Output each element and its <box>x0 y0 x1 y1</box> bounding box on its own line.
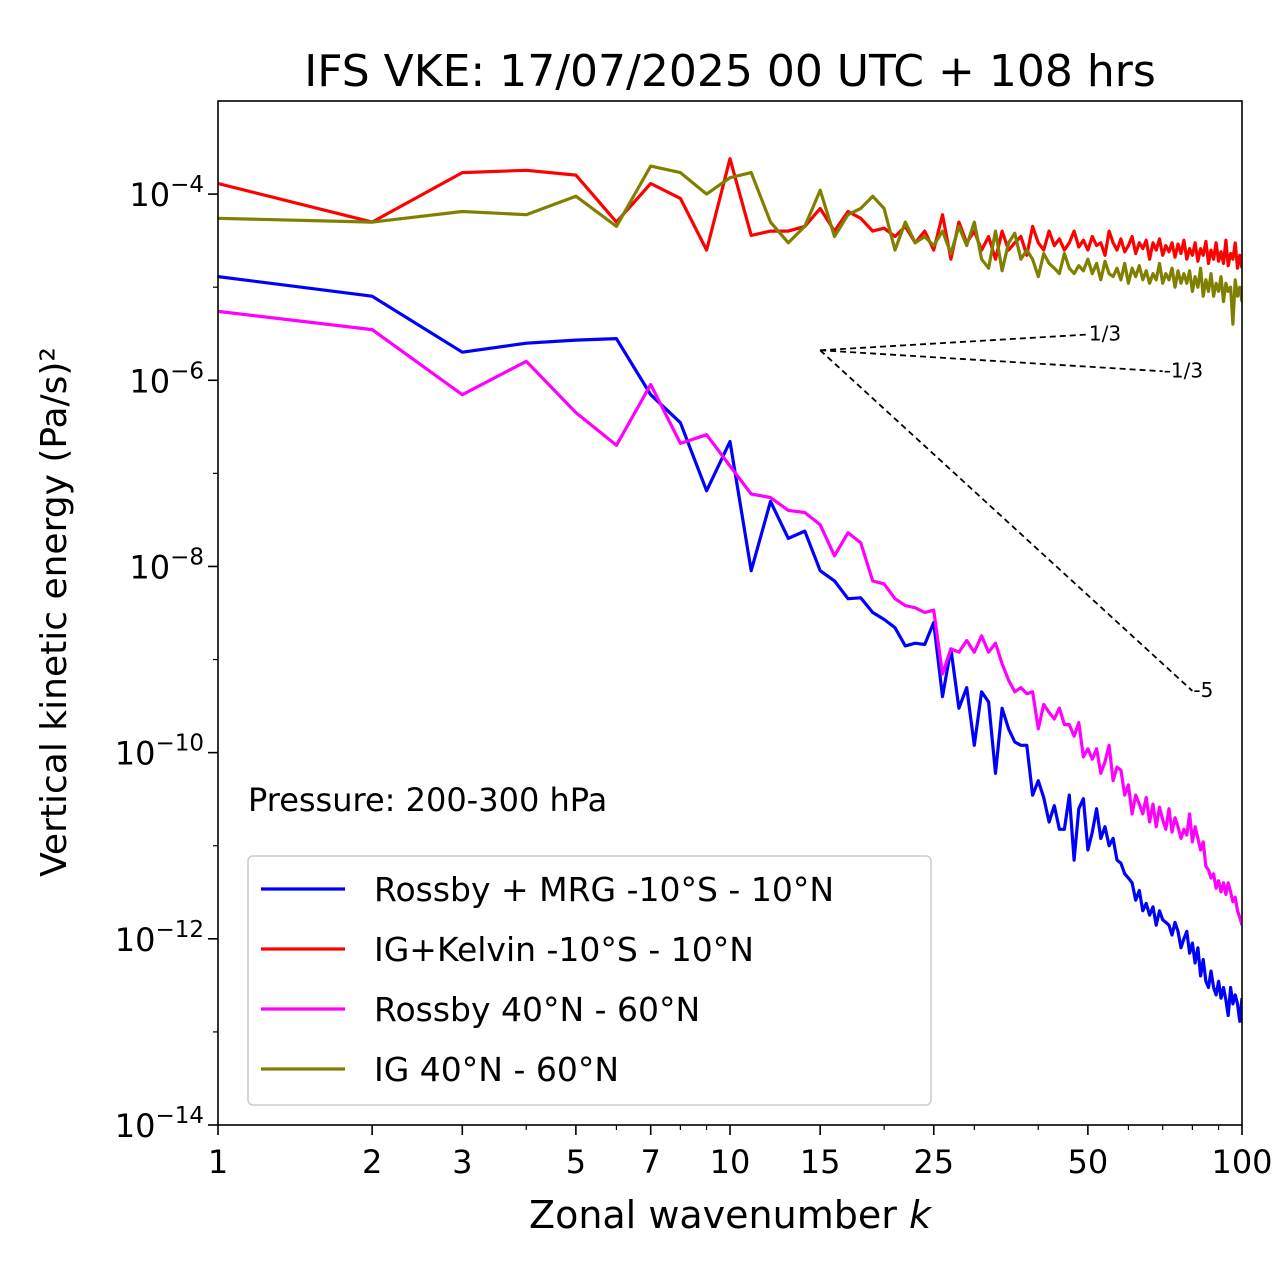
reference-label-2: -1/3 <box>1164 358 1203 382</box>
legend-label-3: Rossby 40°N - 60°N <box>374 990 700 1029</box>
reference-line-2 <box>820 349 1163 373</box>
legend-frame <box>247 855 932 1106</box>
series-line-3 <box>218 309 1242 926</box>
x-tick-label: 5 <box>566 1143 586 1181</box>
x-axis-label-text: Zonal wavenumber <box>529 1193 897 1237</box>
y-tick-label: 10−8 <box>129 544 204 586</box>
x-axis-label: Zonal wavenumber k <box>529 1193 933 1237</box>
y-tick-label: 10−12 <box>115 917 204 959</box>
x-tick-label: 15 <box>800 1143 841 1181</box>
y-tick-label: 10−6 <box>129 358 204 400</box>
plot-area: 1/3 -1/3 -5 1 2 3 5 7 10 15 25 50 100 10−14 10−12 10−10… <box>115 100 1273 1181</box>
legend-label-1: Rossby + MRG -10°S - 10°N <box>374 870 834 909</box>
y-tick-label: 10−14 <box>115 1103 204 1145</box>
reference-line-3 <box>819 349 1193 692</box>
legend-label-4: IG 40°N - 60°N <box>374 1050 619 1089</box>
x-tick-label: 10 <box>710 1143 751 1181</box>
x-tick-label: 3 <box>452 1143 472 1181</box>
x-tick-label: 7 <box>641 1143 661 1181</box>
x-axis-label-italic: k <box>909 1193 933 1237</box>
x-tick-label: 25 <box>913 1143 954 1181</box>
y-tick-label: 10−4 <box>129 172 204 214</box>
x-tick-label: 50 <box>1068 1143 1109 1181</box>
legend: Rossby + MRG -10°S - 10°N IG+Kelvin -10°S… <box>247 855 932 1106</box>
reference-label-1: 1/3 <box>1089 322 1121 346</box>
x-tick-label: 100 <box>1211 1143 1272 1181</box>
reference-label-3: -5 <box>1193 678 1213 702</box>
reference-line-1 <box>820 333 1088 352</box>
legend-label-2: IG+Kelvin -10°S - 10°N <box>374 930 754 969</box>
series-line-1 <box>218 275 1242 1023</box>
y-axis-label: Vertical kinetic energy (Pa/s)² <box>34 347 75 877</box>
series-group <box>218 157 1242 1023</box>
x-tick-label: 1 <box>208 1143 228 1181</box>
pressure-annotation: Pressure: 200-300 hPa <box>248 781 607 819</box>
x-tick-label: 2 <box>362 1143 382 1181</box>
y-tick-label: 10−10 <box>115 731 204 773</box>
series-line-4 <box>218 164 1242 326</box>
chart-title: IFS VKE: 17/07/2025 00 UTC + 108 hrs <box>304 46 1156 97</box>
series-line-2 <box>218 157 1242 270</box>
